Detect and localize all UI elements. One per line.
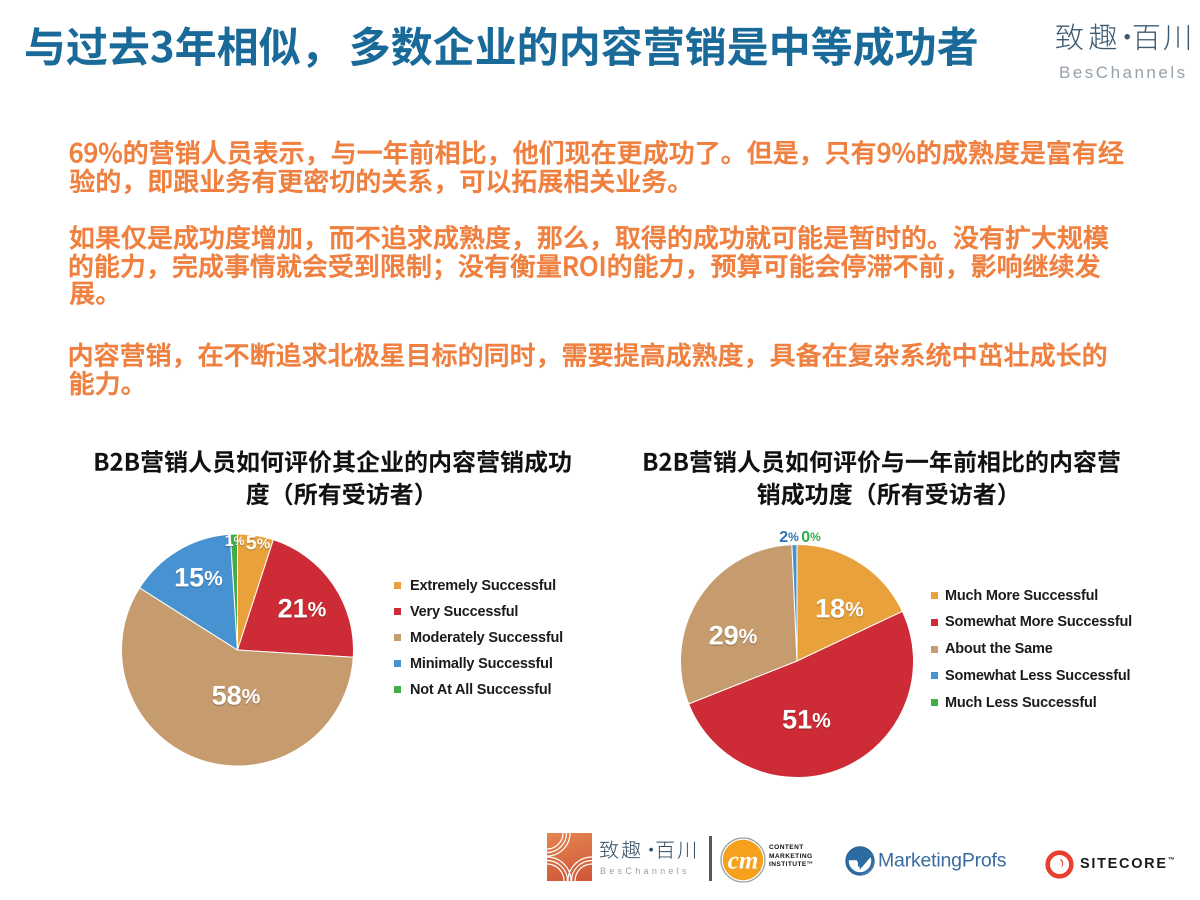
svg-text:cm: cm <box>728 848 759 875</box>
